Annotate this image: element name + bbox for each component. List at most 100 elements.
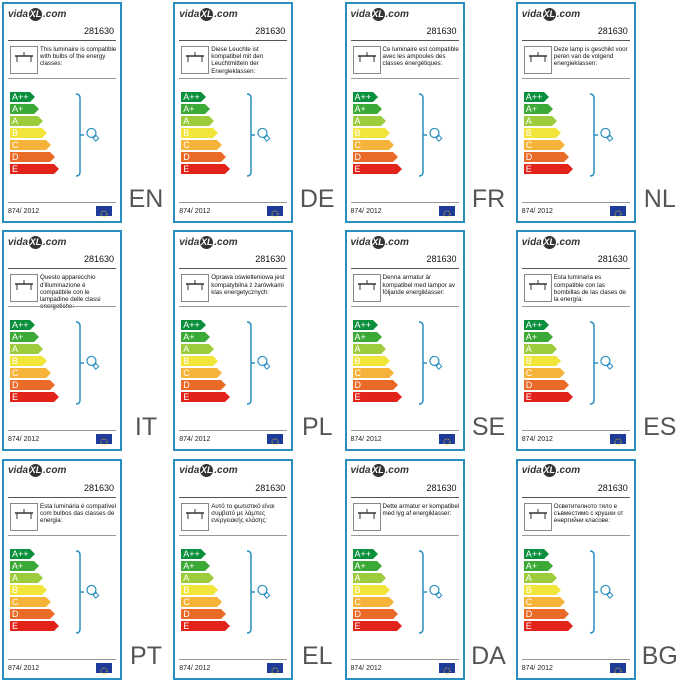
divider [521,306,630,308]
language-code: EL [301,641,333,670]
bulb-bracket-icon [589,93,614,177]
compatibility-text: Esta luminária é compatível com bulbos d… [40,502,117,525]
energy-class-label: D [183,152,190,162]
brand-pre: vida [350,465,371,477]
energy-label-card: vida XL .com 281630 Questo apparecchio d'i… [2,230,122,452]
energy-class-scale: A++ A+ A B C D E [523,92,574,176]
energy-class-arrow: A [523,116,558,126]
energy-class-arrow: E [10,620,60,631]
energy-class-arrow: B [352,356,391,367]
energy-class-label: C [183,140,190,150]
bulb-bracket-icon [247,321,271,406]
energy-class-arrow: E [181,164,231,174]
brand-post: .com [385,8,409,20]
energy-label-card: vida XL .com 281630 Esta luminária é compa… [2,458,122,680]
luminaire-icon [10,274,38,303]
label-cell-es: vida XL .com 281630 Esta luminaria es comp… [514,228,685,456]
energy-class-arrow: A [352,572,387,583]
compatibility-text: Deze lamp is geschikt voor peren van de … [553,46,628,68]
divider [521,658,630,660]
divider [8,40,116,41]
eu-flag-icon [609,662,626,675]
divider [521,496,630,498]
energy-class-arrow: B [523,356,562,367]
energy-class-arrow: C [352,368,395,379]
label-cell-pl: vida XL .com 281630 Oprawa oświetleniowa j… [171,228,342,456]
language-code: ES [643,413,677,442]
regulation-number: 874/ 2012 [521,664,553,672]
brand-post: .com [43,465,67,477]
divider [350,534,459,536]
energy-label-card: vida XL .com 281630 Deze lamp is geschikt … [515,2,636,223]
divider [179,430,288,432]
energy-class-label: A++ [354,92,372,102]
regulation-number: 874/ 2012 [350,208,382,215]
divider [350,658,459,660]
luminaire-icon [523,502,552,531]
divider [350,78,459,79]
energy-class-label: B [525,356,532,367]
energy-label-card: vida XL .com 281630 This luminaire is comp… [2,2,122,223]
energy-class-scale: A++ A+ A B C D E [523,320,574,404]
brand-logo: vida XL .com [351,7,409,21]
energy-class-label: D [12,608,19,619]
brand-logo: vida XL .com [351,235,409,249]
eu-flag-icon [267,434,284,446]
energy-class-label: C [12,368,19,379]
language-code: DE [299,185,335,213]
energy-class-label: A [354,344,361,355]
energy-class-label: A+ [354,332,366,343]
energy-class-scale: A++ A+ A B C D E [10,320,60,404]
divider [179,40,288,41]
energy-class-label: A++ [525,92,543,102]
divider [521,40,630,41]
energy-class-arrow: A [523,572,558,583]
energy-class-arrow: A+ [352,332,383,343]
brand-ball: XL [542,7,556,21]
energy-class-label: E [12,392,19,403]
regulation-number: 874/ 2012 [521,436,553,444]
divider [179,78,288,79]
product-code: 281630 [426,26,457,36]
energy-class-scale: A++ A+ A B C D E [523,548,574,633]
energy-class-label: C [183,368,190,379]
energy-class-label: C [525,596,533,607]
product-code: 281630 [597,26,628,36]
luminaire-icon [181,46,210,74]
energy-class-label: B [525,584,532,595]
divider [350,202,459,203]
energy-class-arrow: A++ [10,92,36,102]
brand-pre: vida [350,236,371,248]
eu-flag-icon [609,206,626,218]
product-code: 281630 [83,26,114,36]
energy-class-arrow: A+ [352,560,383,571]
label-cell-se: vida XL .com 281630 Denna armatur är kompa… [343,228,514,456]
energy-class-label: B [183,128,190,138]
energy-class-label: C [354,140,362,150]
label-cell-da: vida XL .com 281630 Dette armatur er kompa… [343,457,514,685]
language-code: SE [471,413,506,442]
energy-class-label: D [354,608,362,619]
product-code: 281630 [255,26,286,36]
energy-class-scale: A++ A+ A B C D E [181,548,231,633]
energy-class-label: E [12,164,19,174]
energy-class-label: D [12,380,19,391]
divider [179,202,288,203]
energy-class-arrow: E [181,392,231,403]
luminaire-icon [10,502,38,531]
energy-label-card: vida XL .com 281630 Denna armatur är kompa… [344,230,465,452]
energy-class-label: D [525,152,533,162]
brand-ball: XL [371,464,385,478]
brand-ball: XL [200,7,214,21]
energy-class-label: A [183,344,190,355]
bulb-bracket-icon [75,93,100,177]
regulation-number: 874/ 2012 [8,208,40,215]
energy-label-card: vida XL .com 281630 Αυτό το φωτιστικό είνα… [173,458,294,680]
divider [8,496,116,498]
brand-logo: vida XL .com [522,464,580,478]
energy-class-scale: A++ A+ A B C D E [10,92,60,176]
energy-class-arrow: B [181,128,219,138]
energy-class-arrow: C [10,596,52,607]
brand-logo: vida XL .com [522,7,580,21]
energy-label-card: vida XL .com 281630 Ce luminaire est compa… [344,2,465,223]
